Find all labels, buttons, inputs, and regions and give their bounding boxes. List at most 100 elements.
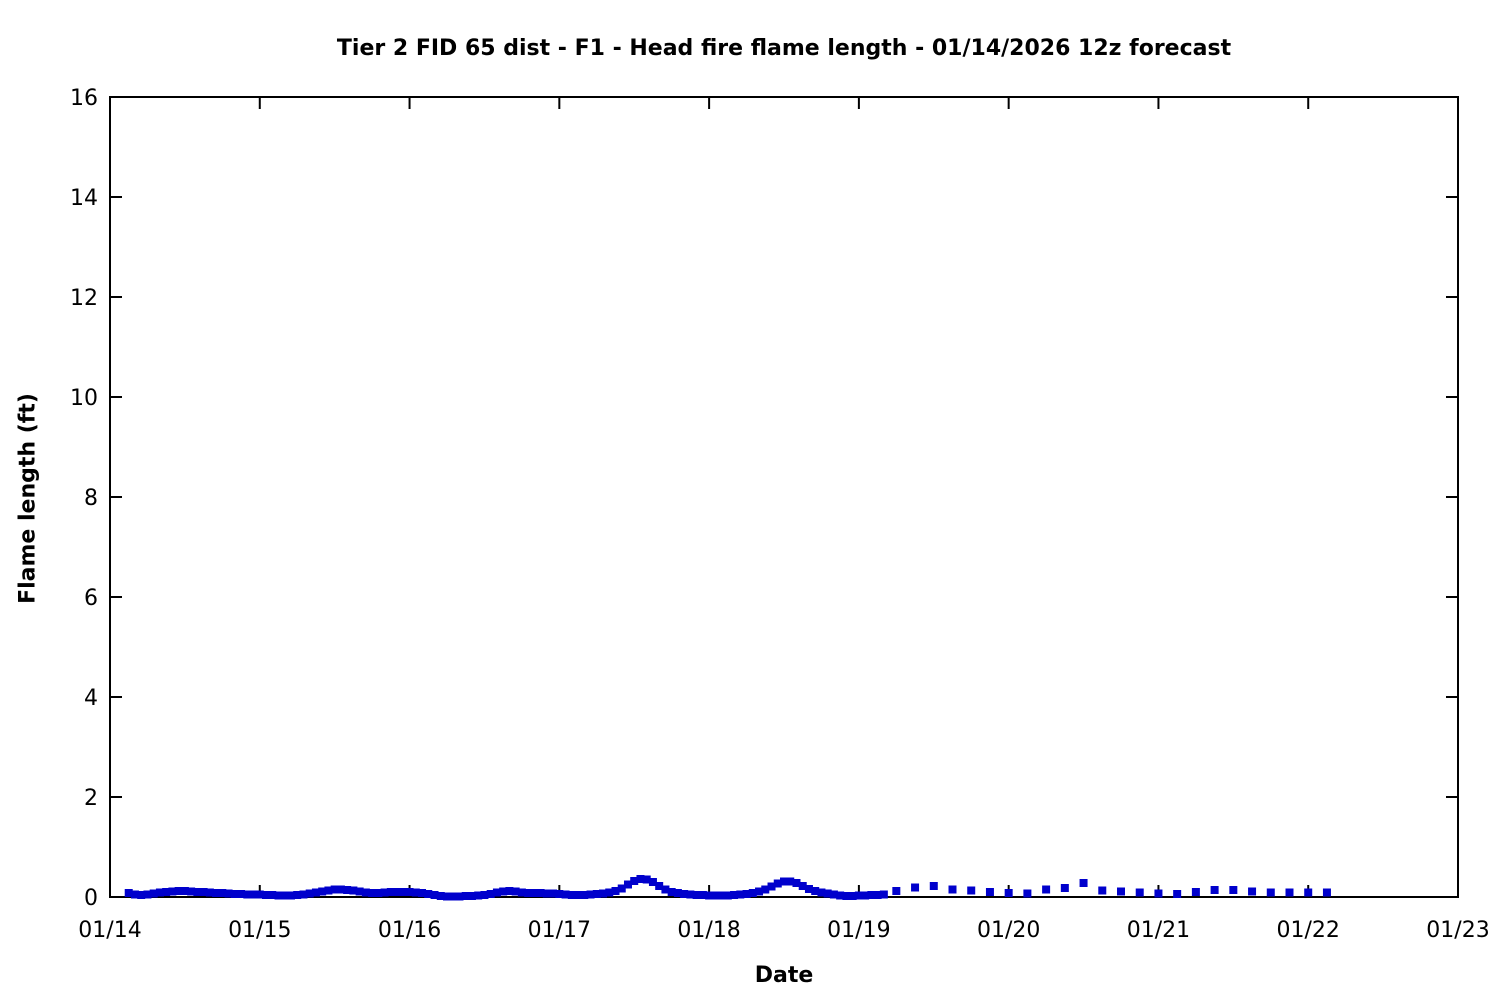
y-tick-label: 12: [70, 286, 98, 311]
data-point: [648, 878, 657, 886]
data-point: [405, 888, 414, 896]
data-point: [162, 888, 171, 896]
data-point: [436, 892, 445, 900]
data-point: [174, 887, 183, 895]
data-point: [155, 888, 164, 897]
data-point: [586, 890, 595, 899]
data-point: [661, 885, 670, 894]
data-point: [355, 887, 364, 896]
y-tick-label: 4: [84, 686, 98, 711]
data-point: [698, 891, 707, 899]
data-point: [911, 883, 920, 892]
data-point: [430, 891, 439, 899]
data-point: [804, 885, 813, 893]
data-point: [630, 877, 639, 885]
data-point: [542, 889, 551, 898]
data-point: [224, 889, 233, 898]
data-point: [574, 891, 583, 899]
data-point: [411, 888, 420, 897]
data-point: [480, 891, 489, 899]
data-point: [318, 887, 327, 896]
data-point: [530, 889, 539, 897]
data-point: [193, 888, 202, 896]
data-point: [212, 889, 221, 897]
data-point: [811, 887, 820, 895]
data-point: [305, 889, 314, 898]
y-tick-label: 8: [84, 486, 98, 511]
data-point: [617, 884, 626, 893]
data-point: [524, 889, 533, 897]
data-point: [293, 891, 302, 899]
y-tick-label: 6: [84, 586, 98, 611]
x-tick-label: 01/22: [1277, 918, 1340, 943]
data-point: [492, 888, 501, 897]
data-point: [149, 889, 158, 898]
data-point: [1004, 889, 1013, 897]
data-point: [368, 889, 377, 897]
data-point: [1117, 887, 1125, 896]
data-point: [692, 891, 701, 899]
data-point: [237, 890, 246, 898]
data-point: [1322, 888, 1331, 897]
data-point: [817, 888, 826, 897]
y-tick-label: 16: [70, 86, 98, 111]
data-point: [836, 891, 845, 900]
data-point: [861, 891, 870, 900]
data-point: [124, 889, 133, 897]
data-point: [180, 887, 189, 895]
data-point: [1098, 886, 1107, 895]
data-point: [449, 892, 458, 901]
data-point: [711, 891, 720, 900]
data-point: [511, 887, 520, 896]
data-point: [455, 892, 464, 901]
data-point: [130, 890, 139, 899]
data-point: [873, 891, 882, 899]
data-point: [418, 889, 427, 897]
data-point: [742, 890, 751, 898]
data-point: [829, 890, 838, 899]
data-point: [386, 888, 395, 896]
data-point: [842, 892, 851, 900]
data-point: [848, 892, 857, 900]
data-point: [1304, 888, 1313, 897]
data-point: [686, 890, 695, 899]
data-point: [605, 888, 614, 897]
data-point: [199, 888, 208, 896]
data-point: [274, 891, 283, 900]
data-point: [1248, 887, 1257, 896]
data-point: [717, 891, 726, 900]
data-point: [736, 890, 745, 899]
data-point: [1285, 888, 1294, 897]
data-point: [823, 889, 832, 898]
data-point: [767, 882, 776, 891]
data-point: [262, 891, 271, 899]
data-point: [243, 890, 252, 899]
data-point: [655, 882, 664, 890]
data-point: [1210, 886, 1219, 894]
data-point: [854, 891, 863, 900]
data-point: [299, 890, 308, 899]
y-tick-label: 14: [70, 186, 98, 211]
data-point: [755, 887, 764, 896]
data-point: [723, 891, 732, 900]
x-tick-label: 01/23: [1426, 918, 1489, 943]
plot-border: [109, 96, 1459, 898]
data-point: [286, 891, 295, 900]
data-point: [580, 891, 589, 899]
x-tick-label: 01/18: [677, 918, 740, 943]
data-point: [879, 890, 888, 899]
data-point: [280, 891, 289, 900]
data-point: [393, 888, 402, 896]
data-point: [798, 882, 807, 890]
data-point: [399, 888, 408, 896]
data-point: [1173, 890, 1182, 898]
data-point: [205, 888, 214, 897]
data-point: [948, 885, 957, 894]
data-point: [611, 887, 620, 895]
data-point: [892, 887, 901, 895]
data-point: [168, 887, 177, 896]
data-point: [867, 891, 876, 899]
data-point: [268, 891, 277, 899]
x-tick-label: 01/20: [977, 918, 1040, 943]
